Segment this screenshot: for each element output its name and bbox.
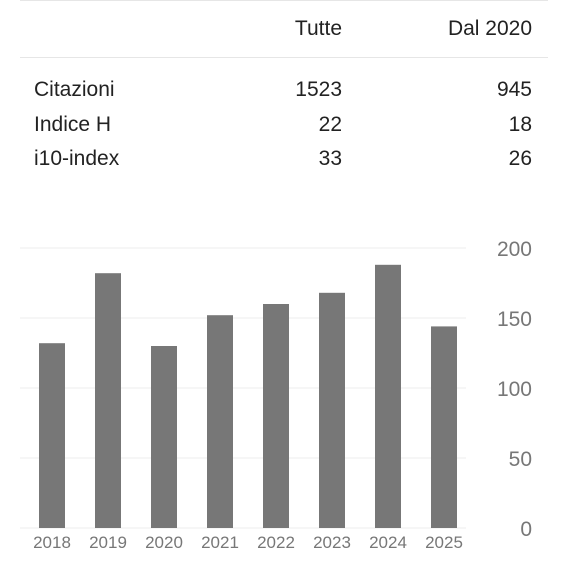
row-label-i10-index[interactable]: i10-index (34, 147, 120, 170)
bar-2022[interactable] (263, 304, 289, 528)
x-tick-label-2022: 2022 (257, 533, 295, 552)
x-tick-label-2018: 2018 (33, 533, 71, 552)
x-tick-label-2019: 2019 (89, 533, 127, 552)
header-since: Dal 2020 (447, 17, 532, 40)
bar-2021[interactable] (207, 315, 233, 528)
row-label-h-index[interactable]: Indice H (34, 113, 112, 136)
bar-2019[interactable] (95, 273, 121, 528)
x-tick-label-2024: 2024 (369, 533, 407, 552)
bar-2023[interactable] (319, 292, 345, 528)
bar-2018[interactable] (39, 343, 65, 528)
y-tick-label: 100 (497, 378, 532, 401)
bar-2020[interactable] (151, 346, 177, 528)
i10-index-all: 33 (318, 147, 342, 170)
y-tick-label: 0 (520, 518, 532, 541)
x-tick-label-2020: 2020 (145, 533, 183, 552)
y-tick-label: 150 (497, 308, 532, 331)
y-tick-label: 50 (509, 448, 532, 471)
bar-2025[interactable] (431, 326, 457, 528)
citations-since: 945 (496, 78, 532, 101)
y-tick-label: 200 (497, 238, 532, 261)
x-tick-label-2023: 2023 (313, 533, 351, 552)
h-index-all: 22 (318, 113, 342, 136)
citations-per-year-chart: 0 50 100 150 200 2018 2019 2020 2021 2022 2023 2024… (20, 238, 532, 552)
header-all: Tutte (294, 17, 342, 40)
citations-all: 1523 (295, 78, 342, 101)
bar-2024[interactable] (375, 264, 401, 528)
x-tick-label-2021: 2021 (201, 533, 239, 552)
x-tick-label-2025: 2025 (425, 533, 463, 552)
header-rule (20, 57, 548, 58)
row-label-citations[interactable]: Citazioni (34, 78, 115, 101)
table-top-rule (20, 0, 548, 1)
h-index-since: 18 (508, 113, 532, 136)
i10-index-since: 26 (508, 147, 532, 170)
